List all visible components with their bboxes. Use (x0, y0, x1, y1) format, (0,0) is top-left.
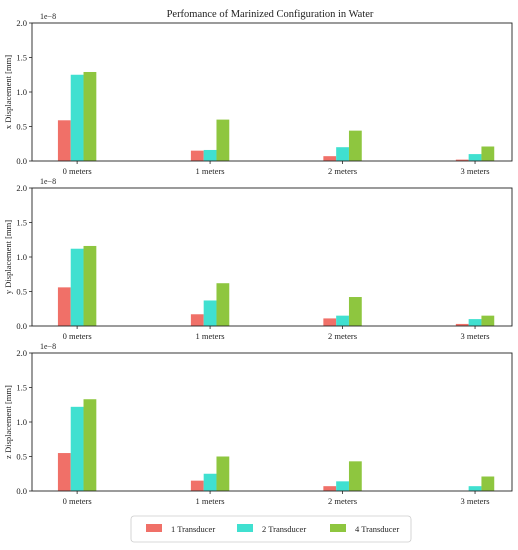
x-tick-label: 1 meters (196, 331, 225, 341)
bar (323, 486, 337, 491)
subplot-1: 0.0 0.5 1.0 1.5 2.0 0 meters 1 meters 2 meters 3… (3, 12, 513, 176)
bar (70, 74, 84, 161)
y-tick-label: 0.5 (16, 122, 27, 132)
y-tick-label: 1.5 (16, 383, 27, 393)
y-axis-label: z Displacement [mm] (3, 385, 13, 459)
y-tick-label: 2.0 (16, 183, 27, 193)
bar (468, 319, 482, 326)
bar (468, 486, 482, 491)
y-tick-label: 0.0 (16, 156, 27, 166)
bar (216, 119, 230, 161)
bar (455, 159, 469, 161)
legend-swatch (237, 524, 253, 532)
plot-frame (31, 22, 513, 162)
bar (468, 154, 482, 161)
y-tick-label: 0.5 (16, 452, 27, 462)
subplots: 0.0 0.5 1.0 1.5 2.0 0 meters 1 meters 2 meters 3… (3, 12, 513, 506)
x-tick-label: 2 meters (328, 166, 357, 176)
bar (348, 297, 362, 326)
bar (481, 146, 495, 161)
bar (203, 300, 217, 326)
x-tick-label: 3 meters (461, 331, 490, 341)
x-tick-label: 3 meters (461, 166, 490, 176)
subplot-3: 0.0 0.5 1.0 1.5 2.0 0 meters 1 meters 2 meters 3… (3, 342, 513, 506)
legend: 1 Transducer 2 Transducer 4 Transducer (130, 515, 412, 543)
legend-box (130, 515, 412, 543)
bar (336, 481, 349, 491)
bar (203, 149, 217, 161)
chart-title: Perfomance of Marinized Configuration in… (167, 9, 374, 20)
bar (83, 399, 97, 491)
y-axis-label: x Displacement [mm] (3, 55, 13, 129)
x-tick-label: 0 meters (63, 331, 92, 341)
y-tick-label: 1.0 (16, 87, 27, 97)
bar (348, 461, 362, 491)
y-tick-label: 0.5 (16, 287, 27, 297)
bar (57, 120, 71, 161)
y-tick-label: 0.0 (16, 486, 27, 496)
bar (190, 314, 204, 326)
bar (336, 147, 349, 161)
bar (190, 480, 204, 491)
legend-swatch (146, 524, 162, 532)
y-tick-label: 2.0 (16, 18, 27, 28)
y-tick-label: 1.0 (16, 252, 27, 262)
x-tick-label: 1 meters (196, 166, 225, 176)
y-tick-label: 1.5 (16, 218, 27, 228)
bar (57, 287, 71, 326)
y-tick-label: 0.0 (16, 321, 27, 331)
bar (70, 406, 84, 491)
bar (83, 245, 97, 326)
plot-frame (31, 352, 513, 492)
x-tick-label: 3 meters (461, 496, 490, 506)
bar (57, 453, 71, 491)
y-axis-multiplier: 1e−8 (40, 342, 56, 351)
bar (203, 473, 217, 491)
x-tick-label: 2 meters (328, 331, 357, 341)
bar (323, 318, 337, 326)
bar (70, 248, 84, 326)
bar (455, 323, 469, 326)
x-tick-label: 0 meters (63, 166, 92, 176)
legend-swatch (330, 524, 346, 532)
x-tick-label: 0 meters (63, 496, 92, 506)
plot-frame (31, 187, 513, 327)
bar (83, 71, 97, 161)
legend-label: 2 Transducer (262, 524, 306, 534)
bar (481, 476, 495, 491)
y-axis-multiplier: 1e−8 (40, 177, 56, 186)
bar (323, 156, 337, 161)
x-tick-label: 2 meters (328, 496, 357, 506)
y-tick-label: 2.0 (16, 348, 27, 358)
bar (216, 456, 230, 491)
legend-label: 1 Transducer (171, 524, 215, 534)
bar (216, 283, 230, 326)
bar (190, 150, 204, 161)
y-axis-multiplier: 1e−8 (40, 12, 56, 21)
bar (348, 130, 362, 161)
subplot-2: 0.0 0.5 1.0 1.5 2.0 0 meters 1 meters 2 meters 3… (3, 177, 513, 341)
x-tick-label: 1 meters (196, 496, 225, 506)
legend-label: 4 Transducer (355, 524, 399, 534)
y-tick-label: 1.0 (16, 417, 27, 427)
bar (481, 315, 495, 326)
y-tick-label: 1.5 (16, 53, 27, 63)
y-axis-label: y Displacement [mm] (3, 220, 13, 294)
bar (336, 315, 349, 326)
